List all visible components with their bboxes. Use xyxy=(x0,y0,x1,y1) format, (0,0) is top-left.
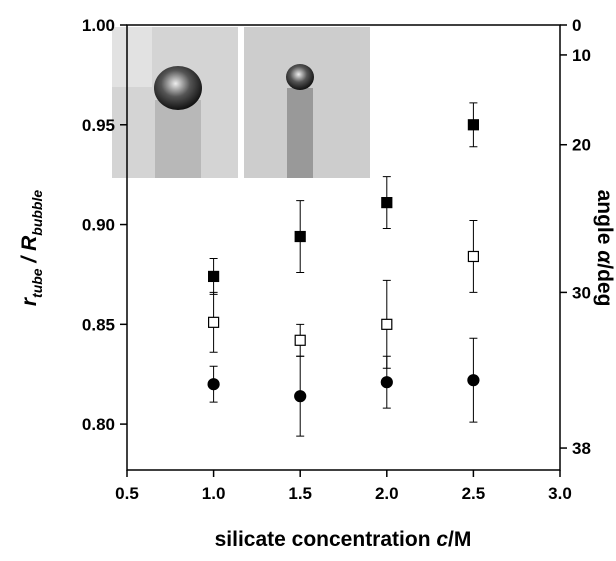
y2-axis-label: angle α/deg xyxy=(593,190,616,307)
x-tick-label: 2.0 xyxy=(375,484,399,503)
inset-photo xyxy=(244,27,370,178)
y2-tick-label: 0 xyxy=(572,16,581,35)
y-tick-label: 0.85 xyxy=(82,315,115,334)
marker xyxy=(381,197,393,209)
x-tick-label: 2.5 xyxy=(462,484,486,503)
x-tick-label: 3.0 xyxy=(548,484,572,503)
marker xyxy=(467,250,479,263)
marker xyxy=(294,230,306,243)
x-tick-label: 1.5 xyxy=(288,484,312,503)
x-tick-label: 1.0 xyxy=(202,484,226,503)
marker xyxy=(208,316,220,328)
marker xyxy=(207,378,220,391)
y2-tick-label: 30 xyxy=(572,283,591,302)
y2-tick-label: 38 xyxy=(572,439,591,458)
x-tick-label: 0.5 xyxy=(115,484,139,503)
marker xyxy=(208,270,220,283)
y-tick-label: 1.00 xyxy=(82,16,115,35)
y-tick-label: 0.80 xyxy=(82,415,115,434)
plot-frame xyxy=(126,24,561,471)
marker xyxy=(467,119,479,131)
marker xyxy=(381,318,393,330)
y-axis-label: rtube / Rbubble xyxy=(18,190,45,307)
y-tick-label: 0.95 xyxy=(82,116,115,135)
marker xyxy=(380,376,393,389)
y-tick-label: 0.90 xyxy=(82,216,115,235)
marker xyxy=(294,390,307,403)
inset-photo xyxy=(112,27,238,178)
y2-tick-label: 10 xyxy=(572,46,591,65)
marker xyxy=(467,374,480,387)
marker xyxy=(294,334,306,346)
y2-tick-label: 20 xyxy=(572,136,591,155)
x-axis-label: silicate concentration c/M xyxy=(215,528,472,551)
